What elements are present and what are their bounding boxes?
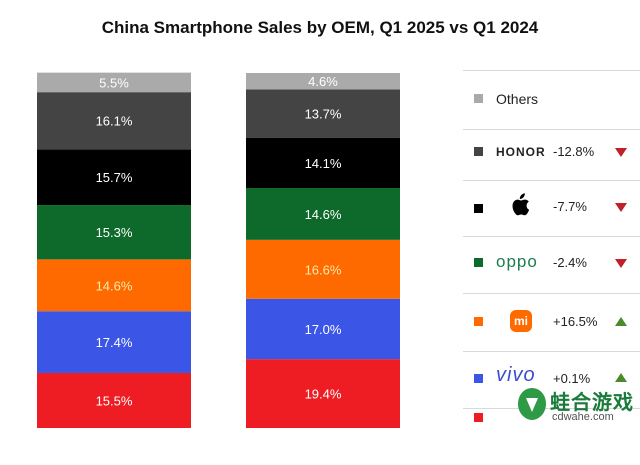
- watermark: 蛙合游戏 cdwahe.com: [510, 382, 640, 428]
- bar-segment-honor-q1-2025: [37, 92, 191, 150]
- bar-segment-xiaomi_red-q1-2024: [246, 359, 400, 428]
- legend-row-others: Others: [463, 71, 640, 130]
- data-label-xiaomi_red-q1-2025: 15.5%: [96, 393, 133, 408]
- data-label-apple-q1-2024: 14.1%: [305, 156, 342, 171]
- down-arrow-icon: [615, 203, 627, 212]
- bar-segment-others-q1-2025: [37, 72, 191, 93]
- stacked-bar-chart: 15.5% 17.4% 14.6% 15.3% 15.7% 16.1% 5.5% 19.4% 1…: [37, 72, 400, 428]
- frog-logo-icon: [518, 388, 546, 420]
- bar-segment-honor-q1-2024: [246, 89, 400, 138]
- legend-label-others: Others: [496, 91, 539, 107]
- legend-swatch-red: [474, 413, 483, 422]
- legend-swatch-xiaomi: [474, 317, 483, 326]
- data-label-apple-q1-2025: 15.7%: [96, 170, 133, 185]
- bar-segment-oppo-q1-2024: [246, 188, 400, 240]
- data-label-xiaomi-q1-2025: 14.6%: [96, 278, 133, 293]
- bar-segment-apple-q1-2024: [246, 137, 400, 189]
- legend-change-oppo: -2.4%: [553, 255, 587, 270]
- data-label-oppo-q1-2024: 14.6%: [305, 207, 342, 222]
- legend-swatch-honor: [474, 147, 483, 156]
- bar-segment-xiaomi_red-q1-2025: [37, 372, 191, 428]
- chart-title: China Smartphone Sales by OEM, Q1 2025 v…: [101, 18, 539, 37]
- legend-change-vivo: +0.1%: [553, 371, 591, 386]
- legend-row-xiaomi: mi +16.5%: [463, 293, 640, 352]
- bar-segment-xiaomi-q1-2024: [246, 239, 400, 299]
- bar-segment-vivo-q1-2024: [246, 298, 400, 360]
- data-label-honor-q1-2024: 13.7%: [305, 107, 342, 122]
- data-label-oppo-q1-2025: 15.3%: [96, 225, 133, 240]
- legend-swatch-apple: [474, 204, 483, 213]
- oppo-logo: oppo: [496, 252, 538, 271]
- honor-logo: HONOR: [496, 145, 546, 159]
- bar-segment-xiaomi-q1-2025: [37, 259, 191, 312]
- data-label-others-q1-2024: 4.6%: [308, 74, 338, 89]
- legend-change-apple: -7.7%: [553, 199, 587, 214]
- data-label-vivo-q1-2025: 17.4%: [96, 335, 133, 350]
- legend-row-honor: HONOR -12.8%: [463, 122, 640, 181]
- legend-row-vivo: vivo +0.1%: [463, 350, 640, 409]
- up-arrow-icon: [615, 373, 627, 382]
- legend: Others HONOR -12.8% -7.7% oppo -2.4% mi …: [463, 70, 640, 429]
- legend-swatch-vivo: [474, 374, 483, 383]
- apple-icon: [512, 193, 530, 216]
- xiaomi-logo: mi: [510, 310, 532, 332]
- data-label-honor-q1-2025: 16.1%: [96, 114, 133, 129]
- legend-row-oppo: oppo -2.4%: [463, 235, 640, 294]
- data-label-vivo-q1-2024: 17.0%: [305, 322, 342, 337]
- down-arrow-icon: [615, 259, 627, 268]
- data-label-others-q1-2025: 5.5%: [99, 75, 129, 90]
- legend-change-xiaomi: +16.5%: [553, 314, 598, 329]
- watermark-text: 蛙合游戏: [550, 392, 634, 414]
- vivo-logo: vivo: [496, 364, 536, 386]
- bar-segment-apple-q1-2025: [37, 149, 191, 206]
- watermark-url: cdwahe.com: [552, 411, 614, 423]
- legend-row-apple: -7.7%: [463, 178, 640, 237]
- bar-segment-vivo-q1-2025: [37, 311, 191, 373]
- legend-row-red: [463, 407, 640, 465]
- bar-segment-others-q1-2024: [246, 73, 400, 90]
- down-arrow-icon: [615, 148, 627, 157]
- legend-change-honor: -12.8%: [553, 144, 595, 159]
- legend-swatch-others: [474, 94, 483, 103]
- data-label-xiaomi_red-q1-2024: 19.4%: [305, 387, 342, 402]
- data-label-xiaomi-q1-2024: 16.6%: [305, 262, 342, 277]
- bar-segment-oppo-q1-2025: [37, 205, 191, 260]
- up-arrow-icon: [615, 317, 627, 326]
- legend-swatch-oppo: [474, 258, 483, 267]
